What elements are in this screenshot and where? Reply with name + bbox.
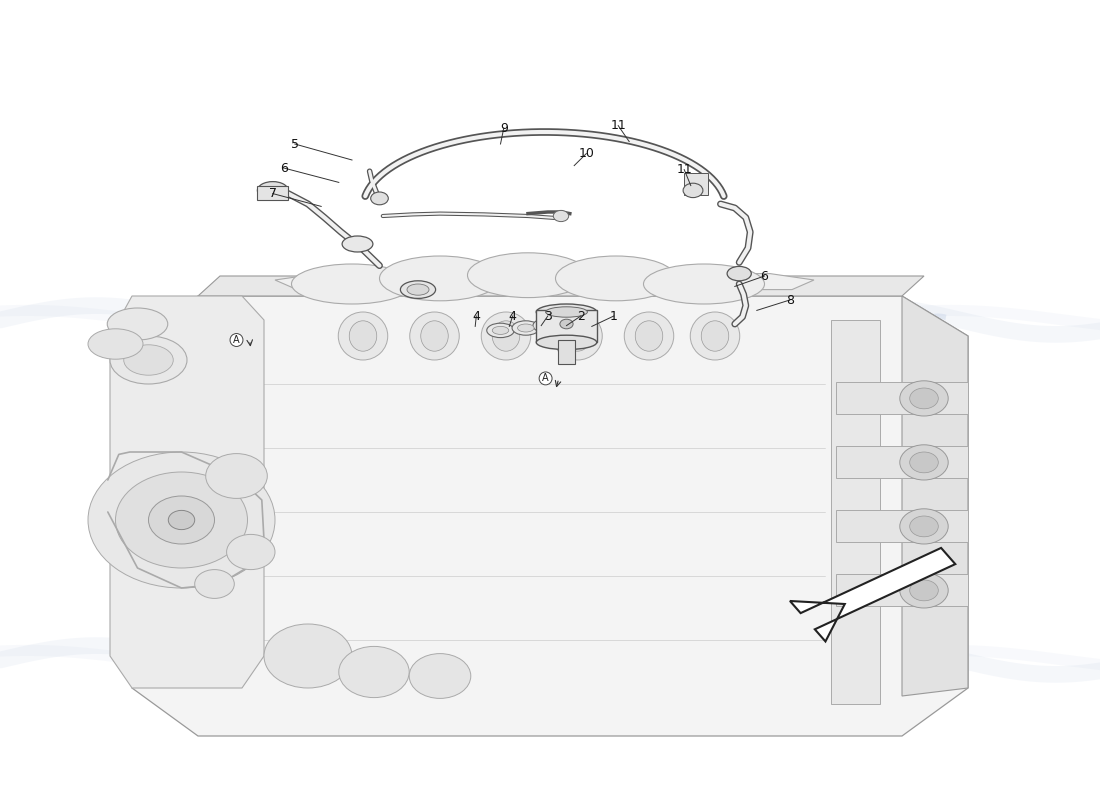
Text: eurospares: eurospares — [152, 649, 398, 687]
Polygon shape — [198, 276, 924, 296]
Text: 8: 8 — [785, 294, 794, 306]
Ellipse shape — [400, 281, 436, 298]
Ellipse shape — [683, 183, 703, 198]
Polygon shape — [790, 548, 955, 642]
Circle shape — [88, 452, 275, 588]
Circle shape — [227, 534, 275, 570]
Text: 4: 4 — [508, 310, 517, 322]
Ellipse shape — [379, 256, 500, 301]
Ellipse shape — [108, 308, 167, 340]
Text: 9: 9 — [499, 122, 508, 134]
Ellipse shape — [350, 321, 376, 351]
Circle shape — [264, 624, 352, 688]
Ellipse shape — [110, 336, 187, 384]
Ellipse shape — [539, 322, 556, 330]
Text: 7: 7 — [268, 187, 277, 200]
Ellipse shape — [123, 345, 174, 375]
Ellipse shape — [493, 326, 508, 334]
Ellipse shape — [342, 236, 373, 252]
Circle shape — [553, 210, 569, 222]
Ellipse shape — [552, 312, 603, 360]
Text: eurospares: eurospares — [702, 305, 948, 343]
Bar — [836, 446, 968, 478]
Ellipse shape — [371, 192, 388, 205]
Ellipse shape — [537, 304, 596, 320]
Ellipse shape — [407, 284, 429, 295]
Ellipse shape — [625, 312, 673, 360]
Polygon shape — [110, 296, 264, 688]
Bar — [836, 510, 968, 542]
Ellipse shape — [292, 264, 412, 304]
Text: 1: 1 — [609, 310, 618, 322]
Circle shape — [195, 570, 234, 598]
Text: 5: 5 — [290, 138, 299, 150]
Bar — [257, 186, 288, 200]
Polygon shape — [275, 274, 814, 290]
Circle shape — [148, 496, 214, 544]
Circle shape — [900, 509, 948, 544]
Bar — [684, 173, 708, 195]
Text: eurospares: eurospares — [152, 305, 398, 343]
Circle shape — [116, 472, 248, 568]
Ellipse shape — [486, 323, 515, 338]
Text: 11: 11 — [610, 119, 626, 132]
Ellipse shape — [517, 324, 534, 332]
Circle shape — [910, 388, 938, 409]
Ellipse shape — [691, 312, 739, 360]
Circle shape — [900, 445, 948, 480]
Ellipse shape — [482, 312, 530, 360]
Ellipse shape — [420, 321, 449, 351]
Bar — [836, 382, 968, 414]
Circle shape — [206, 454, 267, 498]
Text: eurospares: eurospares — [702, 649, 948, 687]
Text: A: A — [233, 335, 240, 345]
Text: 6: 6 — [760, 270, 769, 282]
Ellipse shape — [727, 266, 751, 281]
Ellipse shape — [88, 329, 143, 359]
Circle shape — [910, 580, 938, 601]
Circle shape — [168, 510, 195, 530]
Ellipse shape — [512, 321, 539, 335]
Circle shape — [339, 646, 409, 698]
Text: 6: 6 — [279, 162, 288, 174]
Ellipse shape — [636, 321, 662, 351]
Polygon shape — [132, 296, 968, 736]
Polygon shape — [830, 320, 880, 704]
Text: A: A — [542, 374, 549, 383]
Ellipse shape — [409, 312, 460, 360]
Bar — [558, 340, 575, 364]
Circle shape — [900, 573, 948, 608]
Ellipse shape — [257, 182, 288, 199]
Ellipse shape — [644, 264, 764, 304]
Text: 2: 2 — [576, 310, 585, 322]
Ellipse shape — [534, 318, 561, 333]
Ellipse shape — [493, 321, 519, 351]
Ellipse shape — [563, 321, 592, 351]
Ellipse shape — [537, 335, 596, 350]
Circle shape — [409, 654, 471, 698]
Ellipse shape — [339, 312, 387, 360]
Circle shape — [900, 381, 948, 416]
Ellipse shape — [556, 256, 676, 301]
Ellipse shape — [546, 306, 587, 317]
Ellipse shape — [468, 253, 588, 298]
Circle shape — [560, 319, 573, 329]
Circle shape — [910, 452, 938, 473]
Polygon shape — [902, 296, 968, 696]
Circle shape — [910, 516, 938, 537]
Bar — [537, 310, 596, 342]
Bar — [836, 574, 968, 606]
Text: 3: 3 — [543, 310, 552, 322]
Ellipse shape — [702, 321, 728, 351]
Text: 4: 4 — [472, 310, 481, 322]
Text: 11: 11 — [676, 163, 692, 176]
Text: 10: 10 — [579, 147, 594, 160]
